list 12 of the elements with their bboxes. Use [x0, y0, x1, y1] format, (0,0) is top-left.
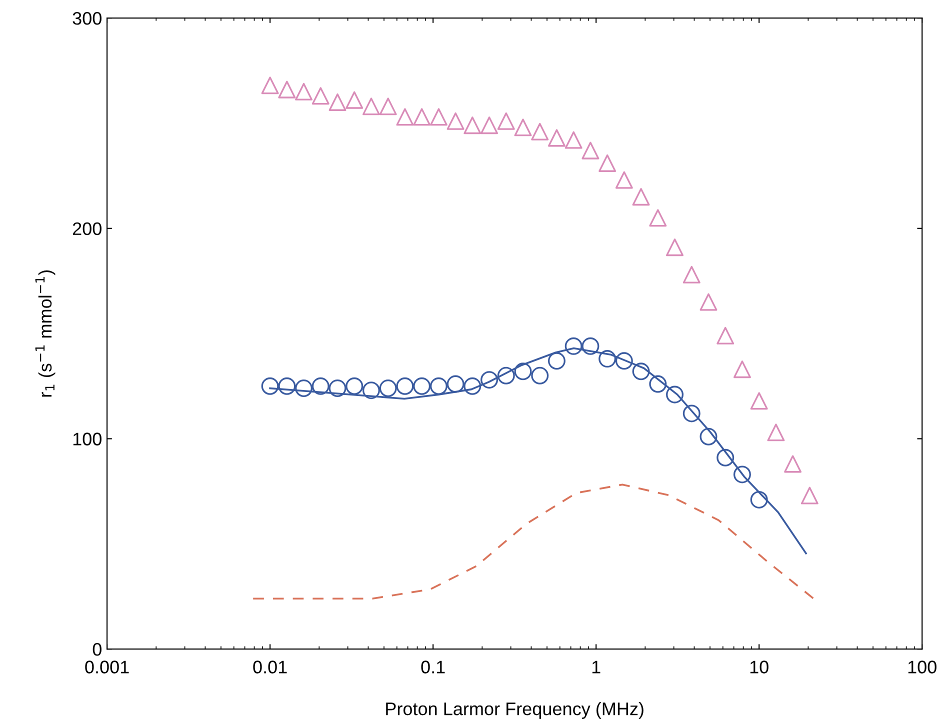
x-axis-title: Proton Larmor Frequency (MHz)	[386, 702, 644, 719]
x-tick-label: 0.01	[253, 660, 287, 674]
x-tick-label: 100	[908, 660, 936, 674]
x-tick-label: 10	[750, 660, 768, 674]
y-axis-title: r$_{1}$ (s$^{−1}$ mmol$^{−1}$)	[35, 270, 56, 397]
y-tick-label: 100	[73, 432, 102, 446]
y-tick-label: 200	[72, 222, 102, 236]
y-tick-label: 0	[92, 643, 102, 656]
x-tick-label: 0.1	[421, 660, 445, 674]
x-tick-label: 1	[592, 660, 600, 674]
y-tick-label: 300	[72, 12, 102, 25]
x-tick-label: 0.001	[85, 660, 129, 674]
